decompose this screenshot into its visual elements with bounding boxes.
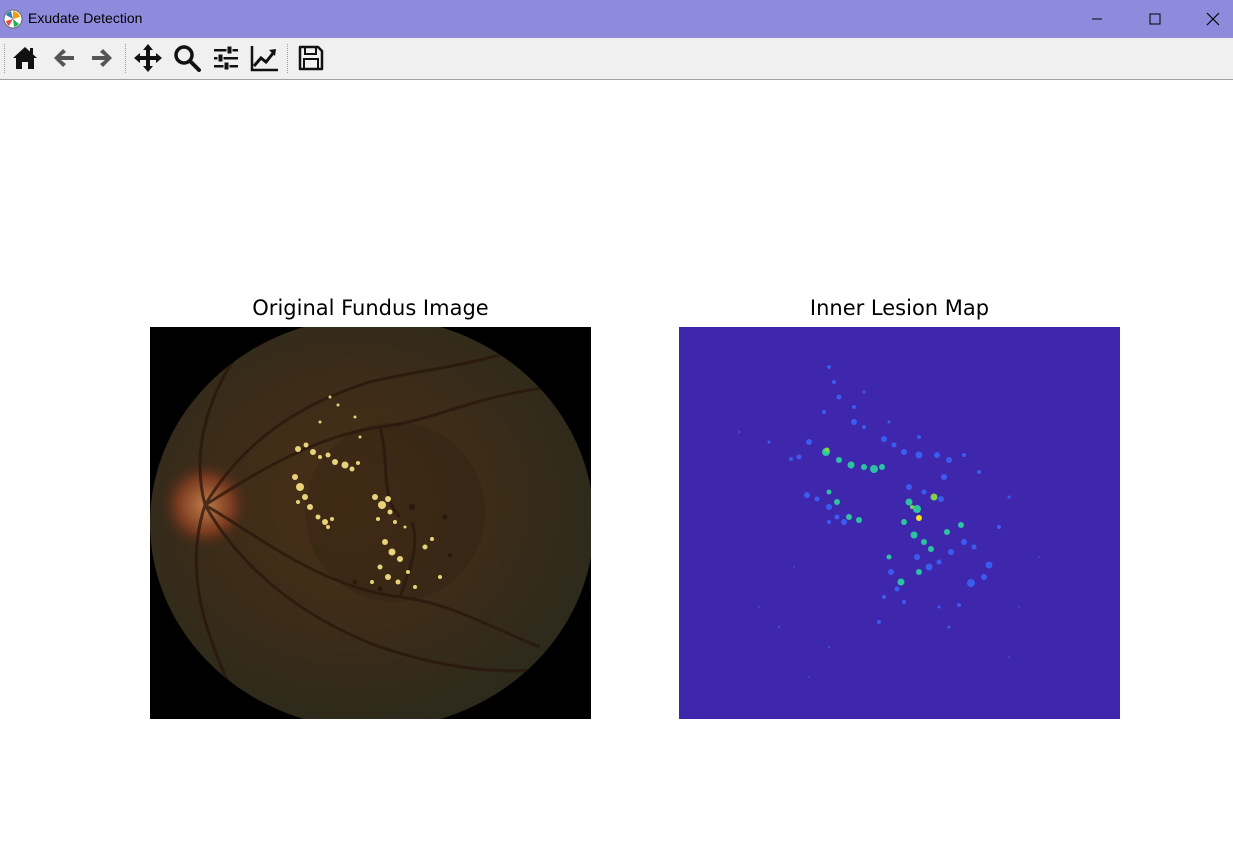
zoom-button[interactable] [170,41,204,75]
right-axes-title: Inner Lesion Map [809,296,990,320]
window-title: Exudate Detection [28,10,143,26]
arrow-right-icon [92,49,112,67]
toolbar-separator [287,44,288,73]
maximize-icon [1149,13,1161,25]
home-icon [13,47,37,69]
minimize-button[interactable] [1074,0,1120,38]
toolbar-separator [4,44,5,73]
pan-button[interactable] [131,41,165,75]
left-axes-title: Original Fundus Image [252,296,489,320]
home-button[interactable] [8,41,42,75]
fundus-image [150,327,591,719]
lesion-map-image [679,327,1120,719]
sliders-icon [214,45,238,71]
navigation-toolbar [0,38,1233,80]
toolbar-separator [125,44,126,73]
forward-button[interactable] [85,41,119,75]
maximize-button[interactable] [1132,0,1178,38]
close-button[interactable] [1190,0,1233,38]
matplotlib-logo-icon [3,9,23,29]
customize-button[interactable] [247,41,281,75]
back-button[interactable] [47,41,81,75]
close-icon [1206,12,1220,26]
subplots-button[interactable] [209,41,243,75]
arrow-left-icon [54,49,74,67]
floppy-disk-icon [298,45,324,71]
minimize-icon [1092,18,1102,20]
save-button[interactable] [294,41,328,75]
title-bar: Exudate Detection [0,0,1233,38]
magnifier-icon [174,45,201,72]
move-icon [134,44,162,72]
line-chart-icon [250,46,278,72]
figure-canvas[interactable]: Original Fundus Image Inner Lesion Map [0,80,1233,843]
